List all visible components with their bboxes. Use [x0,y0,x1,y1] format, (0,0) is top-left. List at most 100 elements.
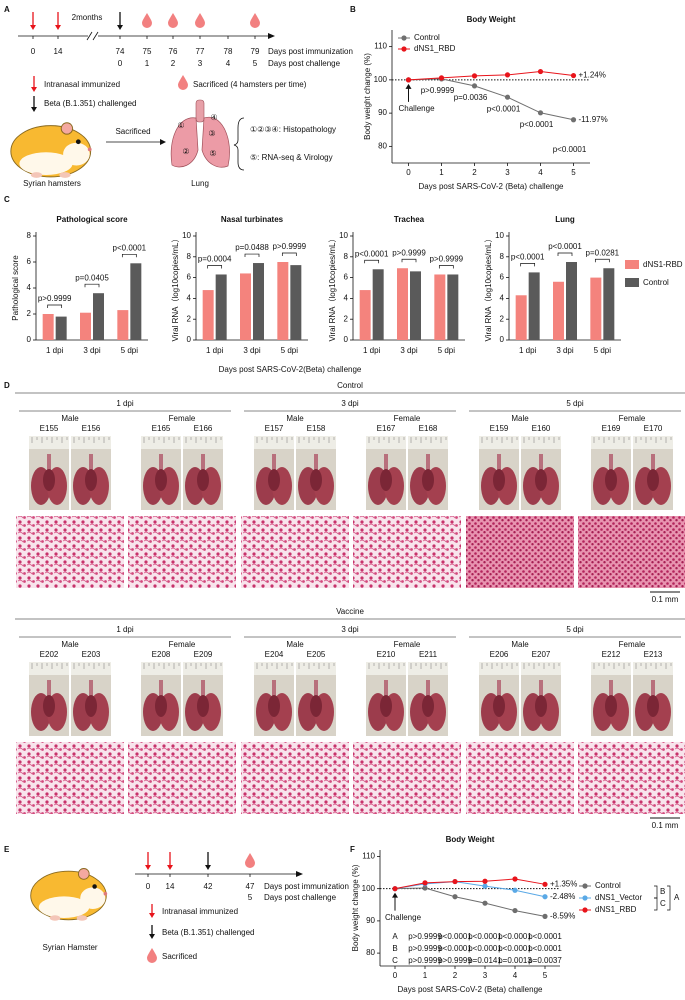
p-value: p>0.9999 [38,294,72,303]
p-value: p<0.0001 [548,242,582,251]
day-label: 14 [166,882,175,891]
histology-image [466,742,574,814]
day-label: 42 [204,882,213,891]
lung-trachea [651,680,655,698]
p-value: p>0.9999 [438,956,472,965]
series-line [408,78,574,121]
x-tick-label: 4 [513,971,518,980]
data-point [512,887,518,893]
data-point [392,886,398,892]
histology-image [16,742,124,814]
histology-image [578,516,685,588]
bar [117,310,129,340]
histology-image [466,516,574,588]
arrow-head [205,865,211,870]
data-point [504,94,511,100]
p-value: p>0.9999 [421,86,455,95]
chart-title: Pathological score [56,215,128,224]
animal-id: E168 [419,424,438,433]
bar [603,268,615,340]
legend-text: dNS1-RBD [643,260,683,269]
arrow-head [31,87,37,92]
lung-heart [197,469,209,491]
timeline-head [268,33,275,39]
arrow-head [145,865,151,870]
y-tick-label: 80 [378,141,387,150]
lobe-number: ② [182,147,189,156]
sacrifice-drop [142,13,152,28]
x-tick-label: 0 [393,971,398,980]
data-point [405,77,412,83]
animal-id: E207 [532,650,551,659]
y-tick-label: 4 [500,294,505,303]
day-label: 47 [246,882,255,891]
hamster-paw [76,915,88,921]
ruler [254,436,294,449]
y-tick-label: 2 [344,314,349,323]
legend-swatch [625,260,639,269]
x-tick-label: 3 dpi [83,346,101,355]
lung-heart [268,469,280,491]
scale-label: 0.1 mm [652,595,679,604]
ruler [183,436,223,449]
bar [80,312,91,340]
p-value: p<0.0001 [438,932,472,941]
bar [55,316,67,340]
p-value: p>0.9999 [273,242,307,251]
y-axis-label: Pathological score [11,255,20,321]
x-tick-label: 1 dpi [363,346,381,355]
x-tick-label: 3 [483,971,488,980]
hamster-paw [59,172,71,178]
end-label: +1.24% [579,71,606,80]
x-tick-label: 2 [472,168,477,177]
legend-text: Beta (B.1.351) challenged [162,928,255,937]
lung-trachea [609,680,613,698]
p-value: p<0.0001 [498,944,532,953]
bar [372,269,384,340]
chart-title: Nasal turbinates [221,215,284,224]
significance-bracket [244,253,260,258]
y-tick-label: 8 [187,252,192,261]
day-label: 75 [143,47,152,56]
comparison-bracket [654,885,658,899]
lung-left [170,117,199,168]
group-label: 5 dpi [566,399,584,408]
day-label: 4 [226,59,231,68]
hamster-eye [92,884,97,889]
lung-right [201,116,230,168]
hamster-paw [30,172,43,178]
ruler [366,662,406,675]
sacrifice-drop [147,948,157,963]
chart-title: Lung [555,215,575,224]
step-label: Sacrificed [115,127,150,136]
timeline-break [92,31,99,41]
legend-marker [582,883,588,889]
sacrifice-drop [178,75,188,90]
lobe-number: ① [177,121,184,130]
significance-bracket [84,283,100,288]
histology-image [241,516,349,588]
arrow-head [149,913,155,918]
y-tick-label: 4 [187,294,192,303]
day-label: 0 [118,59,123,68]
hamster-ear [77,868,90,880]
y-tick-label: 8 [27,231,32,240]
lobe-number: ③ [208,129,215,138]
y-tick-label: 110 [362,852,375,861]
ruler [408,436,448,449]
ruler [296,436,336,449]
y-axis-label: Viral RNA（log10copies/mL） [484,234,493,341]
day-label: 3 [198,59,203,68]
panel-label: C [4,195,10,204]
lung-trachea [651,454,655,472]
sacrifice-drop [245,853,255,868]
hamster-belly [19,152,73,175]
sex-label: Male [286,640,304,649]
animal-id: E156 [82,424,101,433]
data-point [504,72,511,78]
ruler [183,662,223,675]
chart-title: Trachea [394,215,425,224]
arrow-head [30,25,36,30]
day-label: 77 [196,47,205,56]
